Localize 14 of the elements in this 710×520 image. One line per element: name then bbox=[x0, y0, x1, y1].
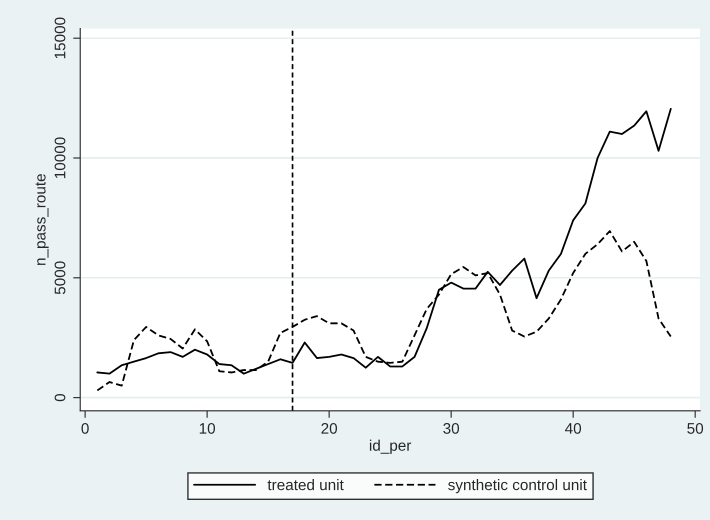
y-tick-label: 0 bbox=[54, 394, 66, 402]
x-tick-label: 0 bbox=[81, 423, 89, 434]
y-tick-label: 10000 bbox=[54, 137, 66, 178]
x-tick-label: 20 bbox=[321, 423, 338, 434]
legend-label: treated unit bbox=[268, 479, 344, 490]
y-tick-label: 5000 bbox=[54, 261, 66, 294]
y-axis-title: n_pass_route bbox=[36, 174, 49, 265]
y-tick-label: 15000 bbox=[54, 18, 66, 58]
x-tick-label: 10 bbox=[200, 423, 216, 434]
x-tick-label: 30 bbox=[443, 423, 460, 434]
x-tick-label: 50 bbox=[687, 423, 704, 434]
x-tick-label: 40 bbox=[565, 423, 582, 434]
legend-label: synthetic control unit bbox=[448, 479, 587, 494]
x-axis-title: id_per bbox=[370, 440, 412, 454]
